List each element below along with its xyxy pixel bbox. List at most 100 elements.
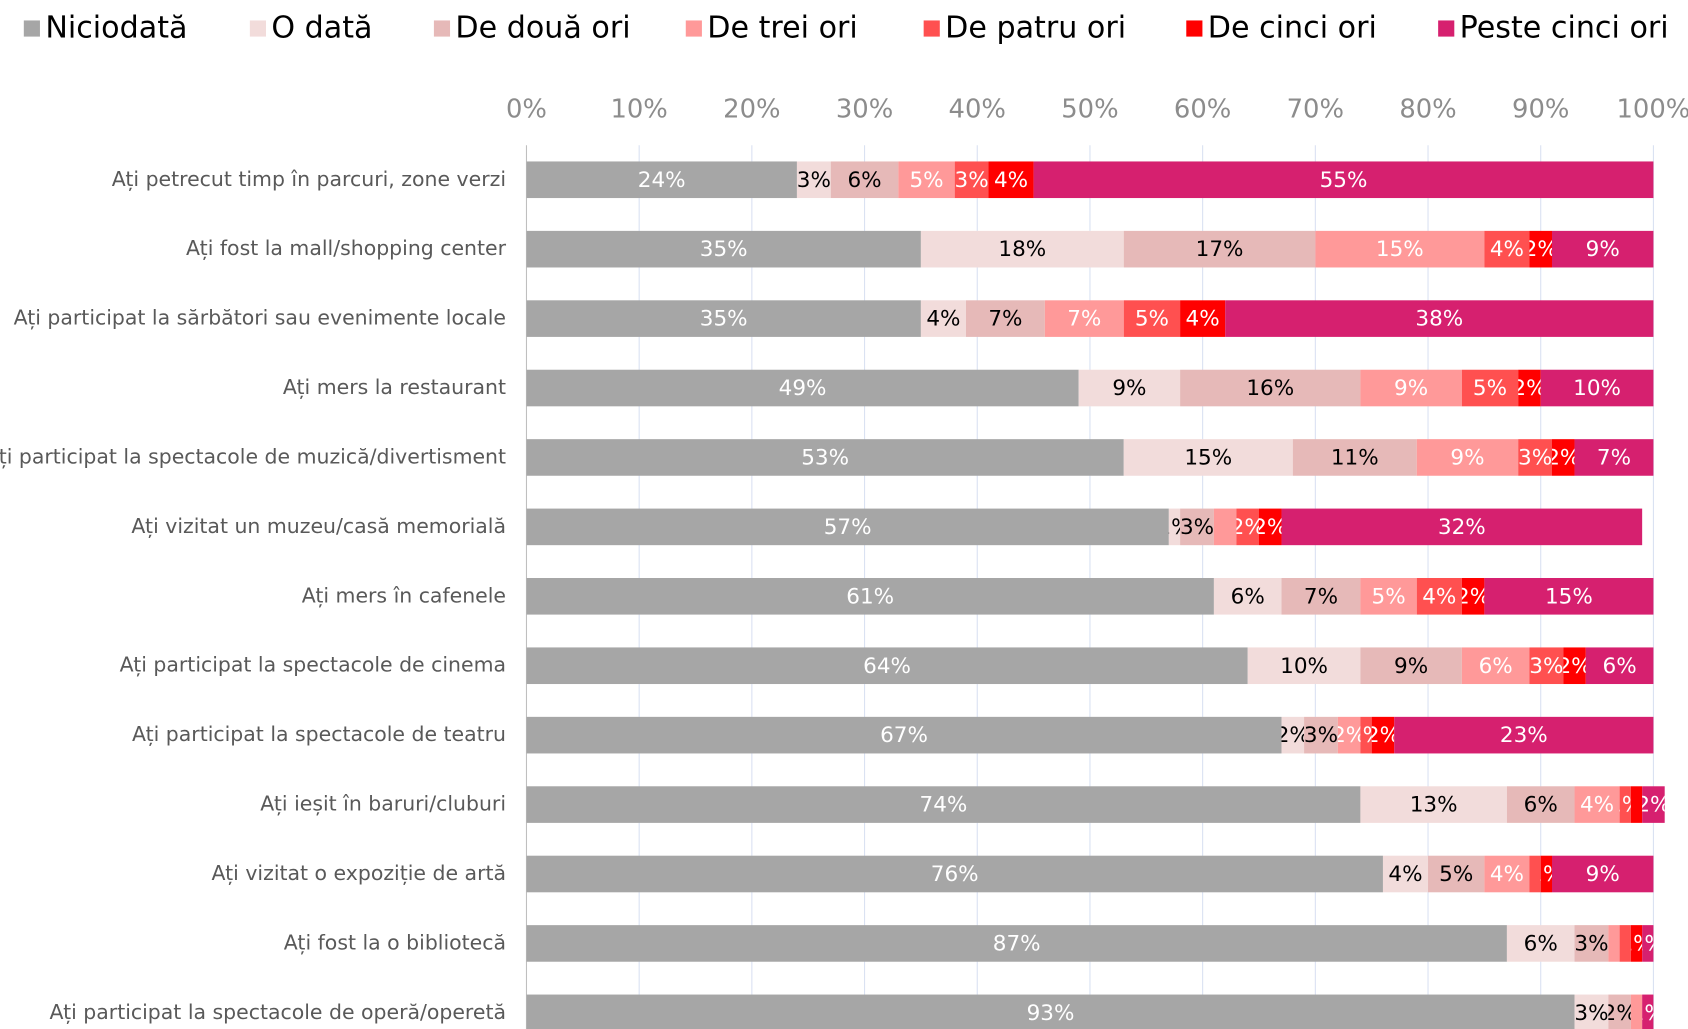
bar-segment xyxy=(1529,856,1540,893)
x-tick-label: 40% xyxy=(949,94,1006,124)
label-clip: 9% xyxy=(1112,376,1146,401)
data-label: 3% xyxy=(1574,932,1608,957)
data-label: 5% xyxy=(1439,862,1473,887)
label-clip: 5% xyxy=(1473,376,1507,401)
data-label: 4% xyxy=(1490,237,1524,262)
label-clip: 4% xyxy=(994,168,1028,193)
label-clip: 3% xyxy=(1304,723,1338,748)
label-clip: 35% xyxy=(700,237,748,262)
data-label: 6% xyxy=(847,168,881,193)
legend-label: O dată xyxy=(271,11,372,46)
data-label: 9% xyxy=(1112,376,1146,401)
y-tick-label: Ați fost la o bibliotecă xyxy=(284,930,506,954)
label-clip: 3% xyxy=(955,168,989,193)
label-clip: 4% xyxy=(1422,584,1456,609)
data-label: 87% xyxy=(993,932,1041,957)
label-clip: 3% xyxy=(797,168,831,193)
label-clip: 15% xyxy=(1545,584,1593,609)
data-label: 18% xyxy=(998,237,1046,262)
legend-marker xyxy=(1438,20,1454,36)
label-clip: 15% xyxy=(1184,446,1232,471)
label-clip: 7% xyxy=(988,307,1022,332)
label-clip: 3% xyxy=(1518,446,1552,471)
x-tick-label: 70% xyxy=(1287,94,1344,124)
legend-label: De trei ori xyxy=(707,11,858,46)
bar-segment xyxy=(1608,925,1619,962)
label-clip: 5% xyxy=(1372,584,1406,609)
label-clip: 6% xyxy=(1479,654,1513,679)
data-label: 49% xyxy=(779,376,827,401)
legend-label: De patru ori xyxy=(945,11,1126,46)
data-label: 3% xyxy=(955,168,989,193)
y-tick-label: Ați participat la spectacole de muzică/d… xyxy=(0,444,506,468)
data-label: 16% xyxy=(1246,376,1294,401)
label-clip: 55% xyxy=(1320,168,1368,193)
data-label: 9% xyxy=(1586,237,1620,262)
label-clip: 9% xyxy=(1394,376,1428,401)
data-label: 9% xyxy=(1394,654,1428,679)
data-label: 4% xyxy=(994,168,1028,193)
x-tick-label: 90% xyxy=(1512,94,1569,124)
y-tick-label: Ați vizitat un muzeu/casă memorială xyxy=(131,514,506,538)
legend-label: Niciodată xyxy=(45,11,187,46)
label-clip: 3% xyxy=(1180,515,1214,540)
data-label: 6% xyxy=(1479,654,1513,679)
legend-marker xyxy=(686,20,702,36)
data-label: 4% xyxy=(1422,584,1456,609)
data-label: 4% xyxy=(926,307,960,332)
label-clip: 11% xyxy=(1331,446,1379,471)
data-label: 3% xyxy=(1574,1001,1608,1026)
legend-label: De cinci ori xyxy=(1208,11,1377,46)
data-label: 32% xyxy=(1438,515,1486,540)
label-clip: 64% xyxy=(863,654,911,679)
data-label: 15% xyxy=(1376,237,1424,262)
data-label: 10% xyxy=(1573,376,1621,401)
data-label: 74% xyxy=(920,793,968,818)
label-clip: 6% xyxy=(1231,584,1265,609)
data-label: 35% xyxy=(700,307,748,332)
x-tick-label: 60% xyxy=(1174,94,1231,124)
label-clip: 6% xyxy=(1524,932,1558,957)
label-clip: 9% xyxy=(1586,237,1620,262)
label-clip: 67% xyxy=(880,723,928,748)
page: {"chart_data": { "type": "stacked-bar-ho… xyxy=(0,0,1688,1029)
label-clip: 57% xyxy=(824,515,872,540)
x-tick-label: 30% xyxy=(836,94,893,124)
label-clip: 9% xyxy=(1450,446,1484,471)
data-label: 5% xyxy=(1473,376,1507,401)
data-label: 13% xyxy=(1410,793,1458,818)
label-clip: 3% xyxy=(1529,654,1563,679)
data-label: 4% xyxy=(1580,793,1614,818)
data-label: 6% xyxy=(1524,932,1558,957)
y-tick-label: Ați vizitat o expoziție de artă xyxy=(212,861,506,885)
label-clip: 9% xyxy=(1586,862,1620,887)
data-label: 9% xyxy=(1450,446,1484,471)
y-tick-label: Ați fost la mall/shopping center xyxy=(186,236,507,260)
label-clip: 7% xyxy=(1597,446,1631,471)
label-clip: 5% xyxy=(1439,862,1473,887)
y-tick-label: Ați petrecut timp în parcuri, zone verzi xyxy=(112,167,506,191)
data-label: 3% xyxy=(1518,446,1552,471)
label-clip: 93% xyxy=(1027,1001,1075,1026)
y-tick-label: Ați participat la spectacole de operă/op… xyxy=(50,1000,507,1024)
data-label: 4% xyxy=(1490,862,1524,887)
data-label: 61% xyxy=(846,584,894,609)
label-clip: 6% xyxy=(1524,793,1558,818)
label-clip: 5% xyxy=(909,168,943,193)
data-label: 53% xyxy=(801,446,849,471)
data-label: 93% xyxy=(1027,1001,1075,1026)
data-label: 76% xyxy=(931,862,979,887)
legend-marker xyxy=(1186,20,1202,36)
data-label: 10% xyxy=(1280,654,1328,679)
label-clip: 87% xyxy=(993,932,1041,957)
label-clip: 13% xyxy=(1410,793,1458,818)
y-tick-label: Ați mers în cafenele xyxy=(302,583,506,607)
x-tick-label: 50% xyxy=(1061,94,1118,124)
chart: NiciodatăO datăDe două oriDe trei oriDe … xyxy=(0,0,1688,1029)
label-clip: 61% xyxy=(846,584,894,609)
label-clip: 74% xyxy=(920,793,968,818)
legend-marker xyxy=(434,20,450,36)
data-label: 15% xyxy=(1545,584,1593,609)
label-clip: 9% xyxy=(1394,654,1428,679)
label-clip: 7% xyxy=(1304,584,1338,609)
